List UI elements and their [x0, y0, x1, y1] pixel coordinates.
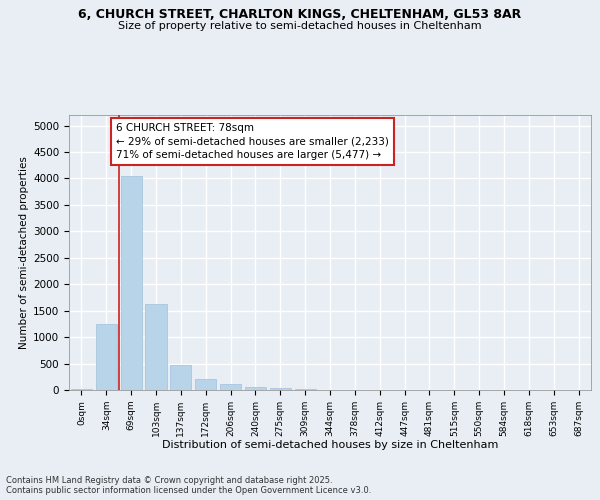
Text: 6 CHURCH STREET: 78sqm
← 29% of semi-detached houses are smaller (2,233)
71% of : 6 CHURCH STREET: 78sqm ← 29% of semi-det… [116, 123, 389, 160]
Bar [96, 324, 117, 390]
Bar [121, 176, 142, 390]
Bar [145, 304, 167, 390]
Bar [270, 388, 291, 390]
Y-axis label: Number of semi-detached properties: Number of semi-detached properties [19, 156, 29, 349]
Text: Contains HM Land Registry data © Crown copyright and database right 2025.
Contai: Contains HM Land Registry data © Crown c… [6, 476, 371, 495]
X-axis label: Distribution of semi-detached houses by size in Cheltenham: Distribution of semi-detached houses by … [162, 440, 498, 450]
Bar [170, 364, 191, 390]
Bar [195, 378, 216, 390]
Text: 6, CHURCH STREET, CHARLTON KINGS, CHELTENHAM, GL53 8AR: 6, CHURCH STREET, CHARLTON KINGS, CHELTE… [79, 8, 521, 20]
Bar [220, 384, 241, 390]
Text: Size of property relative to semi-detached houses in Cheltenham: Size of property relative to semi-detach… [118, 21, 482, 31]
Bar [245, 387, 266, 390]
